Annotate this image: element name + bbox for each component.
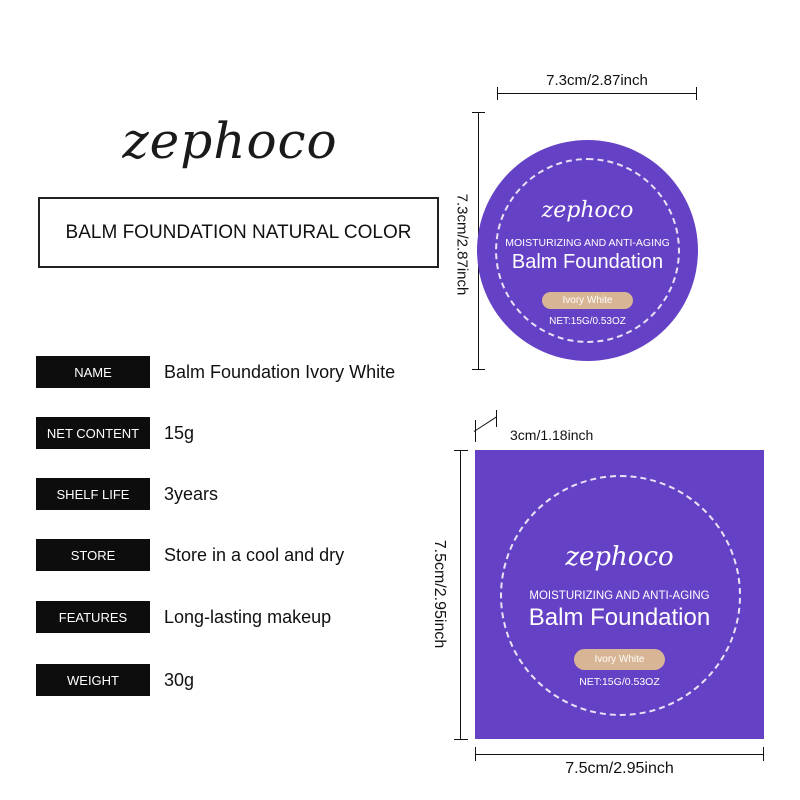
tick (497, 87, 498, 100)
page-title: BALM FOUNDATION NATURAL COLOR (38, 197, 439, 268)
box-width-line (475, 754, 764, 755)
tick (696, 87, 697, 100)
spec-value: Long-lasting makeup (164, 606, 332, 627)
spec-label: FEATURES (36, 601, 150, 633)
box-depth-label: 3cm/1.18inch (510, 427, 594, 443)
spec-row: NAME Balm Foundation Ivory White (36, 356, 395, 388)
tick (763, 747, 764, 761)
box-brand: zephoco (565, 542, 674, 572)
spec-row: SHELF LIFE 3years (36, 478, 218, 510)
tick (472, 369, 485, 370)
brand-logo: zephoco (122, 112, 338, 170)
spec-value: Balm Foundation Ivory White (164, 361, 396, 382)
jar-tagline: MOISTURIZING AND ANTI-AGING (505, 237, 670, 249)
box-net: NET:15G/0.53OZ (579, 676, 660, 688)
spec-row: WEIGHT 30g (36, 664, 194, 696)
depth-tick (496, 410, 497, 427)
jar-image: zephoco MOISTURIZING AND ANTI-AGING Balm… (477, 140, 698, 361)
spec-label: SHELF LIFE (36, 478, 150, 510)
spec-value: 30g (164, 669, 195, 690)
spec-label: STORE (36, 539, 150, 571)
jar-height-label: 7.3cm/2.87inch (453, 193, 471, 296)
tick (475, 747, 476, 761)
tick (472, 112, 485, 113)
jar-product-name: Balm Foundation (511, 251, 664, 273)
spec-label: WEIGHT (36, 664, 150, 696)
jar-net: NET:15G/0.53OZ (549, 316, 626, 327)
box-height-label: 7.5cm/2.95inch (431, 539, 448, 649)
jar-brand: zephoco (541, 198, 634, 223)
jar-shade: Ivory White (542, 292, 633, 309)
box-image: zephoco MOISTURIZING AND ANTI-AGING Balm… (475, 450, 764, 739)
spec-row: STORE Store in a cool and dry (36, 539, 344, 571)
spec-row: NET CONTENT 15g (36, 417, 194, 449)
tick (454, 739, 468, 740)
spec-value: 15g (164, 422, 195, 443)
jar-width-line (497, 93, 697, 94)
spec-row: FEATURES Long-lasting makeup (36, 601, 331, 633)
box-shade: Ivory White (574, 649, 665, 670)
box-height-line (460, 450, 461, 740)
box-width-label: 7.5cm/2.95inch (565, 760, 674, 777)
spec-label: NET CONTENT (36, 417, 150, 449)
tick (454, 450, 468, 451)
spec-value: 3years (164, 483, 219, 504)
jar-width-label: 7.3cm/2.87inch (546, 72, 648, 89)
box-tagline: MOISTURIZING AND ANTI-AGING (529, 590, 710, 602)
depth-line (473, 416, 497, 432)
spec-label: NAME (36, 356, 150, 388)
spec-value: Store in a cool and dry (164, 544, 345, 565)
box-product-name: Balm Foundation (528, 604, 711, 631)
